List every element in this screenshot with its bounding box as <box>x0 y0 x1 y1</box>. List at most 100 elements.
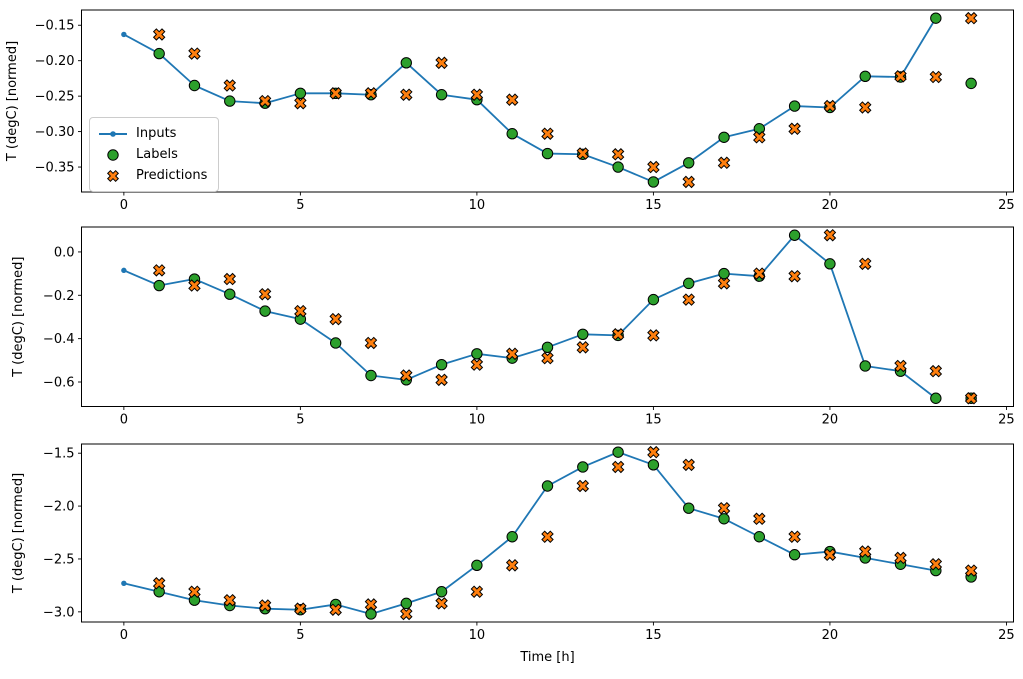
prediction-point <box>188 279 201 292</box>
y-tick-label: −2.0 <box>43 500 75 515</box>
prediction-point <box>576 341 590 354</box>
legend-entry-inputs: Inputs <box>98 125 207 142</box>
legend-entry-labels: Labels <box>98 146 207 163</box>
x-tick-label: 15 <box>645 413 662 428</box>
series-inputs <box>121 15 939 185</box>
axes-frame <box>81 226 1014 407</box>
inputs-line <box>122 234 937 400</box>
x-tick-label: 25 <box>998 413 1015 428</box>
x-tick-label: 20 <box>822 198 839 213</box>
label-point <box>400 57 412 69</box>
legend-entry-predictions: Predictions <box>98 167 207 184</box>
prediction-point <box>541 530 554 544</box>
y-tick-label: −0.20 <box>35 54 75 69</box>
prediction-point <box>435 373 448 387</box>
prediction-point <box>682 175 695 189</box>
prediction-point <box>294 96 307 110</box>
x-tick-label: 0 <box>120 628 128 643</box>
series-predictions <box>152 11 978 189</box>
label-point <box>647 293 660 306</box>
y-tick-label: −2.5 <box>43 552 75 567</box>
prediction-point <box>894 70 907 83</box>
label-point <box>859 70 871 82</box>
label-point <box>329 337 342 349</box>
prediction-point <box>188 585 201 599</box>
prediction-point <box>400 369 413 382</box>
prediction-point <box>223 272 237 286</box>
prediction-point <box>364 336 378 350</box>
y-axis-label: T (degC) [normed] <box>11 473 26 594</box>
prediction-point <box>823 228 837 242</box>
prediction-point <box>470 88 484 101</box>
x-tick-label: 5 <box>296 628 304 643</box>
prediction-point <box>753 267 766 280</box>
prediction-point <box>329 87 342 100</box>
prediction-point <box>788 122 801 136</box>
axes-frame <box>81 443 1014 623</box>
y-tick-label: −0.30 <box>35 125 75 140</box>
prediction-point <box>894 359 907 373</box>
y-tick-label: −0.2 <box>43 289 75 304</box>
prediction-point <box>470 585 484 599</box>
prediction-point <box>647 329 660 342</box>
y-tick-label: −0.4 <box>43 332 75 347</box>
x-tick-label: 15 <box>645 198 662 213</box>
label-point <box>224 95 236 107</box>
legend-label-labels: Labels <box>136 147 178 162</box>
prediction-point <box>894 551 907 565</box>
prediction-point <box>576 147 590 160</box>
input-point <box>121 580 127 586</box>
prediction-point <box>964 11 978 25</box>
label-point <box>541 147 554 160</box>
x-tick-label: 5 <box>296 413 304 428</box>
prediction-point <box>682 458 695 472</box>
prediction-point <box>258 599 272 612</box>
subplot-1: 0 5 10 15 20 25 −0.15 −0.20 −0.25 −0.30 −0.35 T (de… <box>5 9 1015 213</box>
prediction-point <box>717 501 731 515</box>
x-tick-label: 20 <box>822 413 839 428</box>
prediction-point <box>576 479 590 493</box>
label-point <box>541 480 554 492</box>
prediction-point <box>505 559 519 572</box>
prediction-point <box>505 93 519 106</box>
label-point <box>612 446 624 458</box>
prediction-point <box>823 99 837 113</box>
prediction-point <box>964 392 978 405</box>
prediction-point <box>400 88 413 101</box>
x-tick-label: 0 <box>120 198 128 213</box>
legend-inputs-line-icon <box>98 127 128 141</box>
prediction-point <box>647 160 660 174</box>
prediction-point <box>611 460 625 474</box>
label-point <box>153 279 165 292</box>
label-point <box>365 369 377 382</box>
x-tick-label: 10 <box>469 628 486 643</box>
series-predictions <box>152 445 978 621</box>
x-axis-label: Time [h] <box>519 650 574 665</box>
series-predictions <box>152 228 978 405</box>
y-axis-label: T (degC) [normed] <box>5 41 20 162</box>
input-point <box>121 31 127 38</box>
x-tick-label: 10 <box>469 198 486 213</box>
label-point <box>294 87 307 100</box>
label-point <box>930 392 942 404</box>
x-tick-label: 20 <box>822 628 839 643</box>
prediction-point <box>717 156 731 170</box>
y-axis-label: T (degC) [normed] <box>11 257 26 378</box>
label-point <box>435 358 448 371</box>
prediction-point <box>435 597 448 610</box>
label-point <box>577 461 589 473</box>
label-point <box>718 131 730 143</box>
inputs-line <box>122 451 937 615</box>
y-tick-label: −1.5 <box>43 447 75 462</box>
label-point <box>224 288 236 300</box>
prediction-point <box>611 148 625 161</box>
prediction-point <box>152 28 166 41</box>
label-point <box>965 77 977 90</box>
label-point <box>824 258 836 270</box>
prediction-point <box>823 548 837 561</box>
label-point <box>435 89 448 101</box>
subplot-2: 0 5 10 15 20 25 0.0 −0.2 −0.4 −0.6 T (degC) [norme… <box>11 226 1015 428</box>
prediction-point <box>858 101 872 114</box>
label-point <box>259 305 271 317</box>
